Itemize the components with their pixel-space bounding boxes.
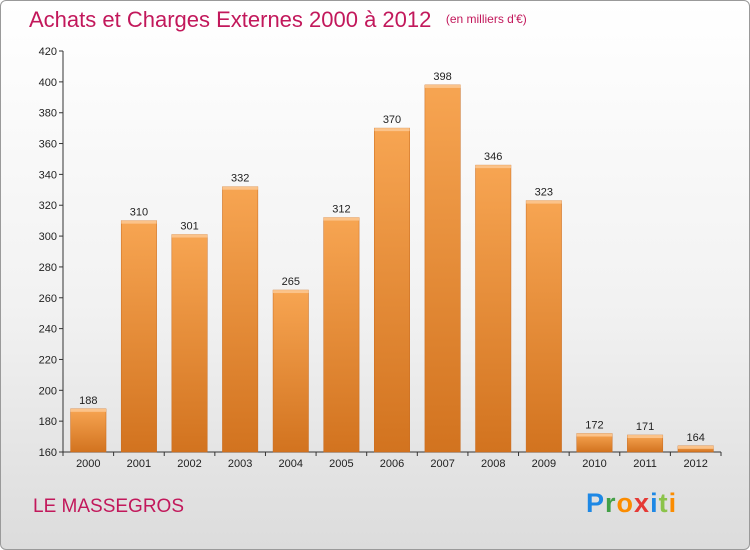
bar-2005 — [323, 217, 360, 453]
bar-highlight — [374, 128, 410, 132]
x-tick-label: 2011 — [633, 458, 657, 470]
bar-2006 — [374, 127, 410, 453]
bar-highlight — [677, 445, 714, 449]
brand-letter: P — [586, 488, 606, 518]
value-label: 332 — [231, 173, 249, 185]
x-tick-label: 2003 — [228, 458, 252, 470]
bar-2003 — [222, 186, 259, 453]
y-tick-label: 200 — [39, 385, 57, 397]
y-tick-label: 340 — [39, 169, 57, 181]
brand-letter: x — [634, 488, 651, 518]
location-name: LE MASSEGROS — [33, 496, 184, 517]
value-label: 188 — [79, 395, 97, 407]
x-tick-label: 2005 — [329, 458, 353, 470]
value-label: 164 — [687, 432, 705, 444]
value-label: 398 — [433, 71, 451, 83]
x-tick-label: 2000 — [76, 458, 100, 470]
bar-2008 — [475, 164, 512, 453]
y-tick-label: 160 — [39, 447, 57, 459]
title-unit: (en milliers d'€) — [445, 12, 527, 26]
bar-highlight — [171, 234, 208, 238]
x-tick-label: 2006 — [380, 458, 404, 470]
value-label: 370 — [383, 114, 401, 126]
bar-2000 — [70, 408, 107, 453]
title-text: Achats et Charges Externes 2000 à 2012 — [29, 7, 432, 32]
bar-highlight — [526, 200, 562, 204]
y-tick-label: 400 — [39, 77, 57, 89]
bar-2007 — [424, 84, 461, 453]
value-label: 171 — [636, 421, 654, 433]
y-tick-label: 360 — [39, 139, 57, 151]
bar-2009 — [525, 200, 562, 453]
value-label: 346 — [484, 151, 502, 163]
bar-highlight — [627, 435, 663, 439]
bar-2002 — [171, 234, 208, 453]
x-tick-label: 2009 — [532, 458, 556, 470]
bar-highlight — [273, 290, 309, 294]
y-tick-label: 180 — [39, 416, 57, 428]
value-label: 310 — [130, 207, 148, 219]
y-tick-label: 240 — [39, 324, 57, 336]
x-tick-label: 2002 — [177, 458, 201, 470]
value-label: 172 — [585, 419, 603, 431]
bar-highlight — [121, 220, 157, 224]
bar-highlight — [222, 186, 258, 190]
y-tick-label: 420 — [39, 46, 57, 58]
y-tick-label: 280 — [39, 262, 57, 274]
brand-letter: r — [605, 488, 617, 518]
brand-letter: i — [650, 488, 659, 518]
x-tick-label: 2010 — [582, 458, 606, 470]
x-tick-label: 2007 — [430, 458, 454, 470]
bar-highlight — [475, 165, 511, 169]
x-tick-label: 2008 — [481, 458, 505, 470]
bar-2004 — [272, 289, 309, 453]
value-label: 301 — [180, 221, 198, 233]
y-tick-label: 220 — [39, 354, 57, 366]
brand-letter: o — [616, 488, 635, 518]
bar-highlight — [424, 84, 461, 88]
brand-logo: Proxiti — [586, 488, 677, 519]
bar-highlight — [323, 217, 360, 221]
value-label: 323 — [535, 187, 553, 199]
value-label: 265 — [282, 276, 300, 288]
bar-highlight — [70, 408, 107, 412]
value-label: 312 — [332, 204, 350, 216]
x-tick-label: 2001 — [127, 458, 151, 470]
brand-letter: t — [658, 488, 669, 518]
bar-2001 — [120, 220, 157, 453]
y-tick-label: 300 — [39, 231, 57, 243]
bar-highlight — [576, 433, 613, 437]
y-tick-label: 260 — [39, 293, 57, 305]
y-tick-label: 380 — [39, 108, 57, 120]
x-tick-label: 2004 — [279, 458, 303, 470]
x-tick-label: 2012 — [683, 458, 707, 470]
brand-letter: i — [668, 488, 678, 518]
y-tick-label: 320 — [39, 200, 57, 212]
chart-title: Achats et Charges Externes 2000 à 2012 (… — [29, 7, 527, 33]
